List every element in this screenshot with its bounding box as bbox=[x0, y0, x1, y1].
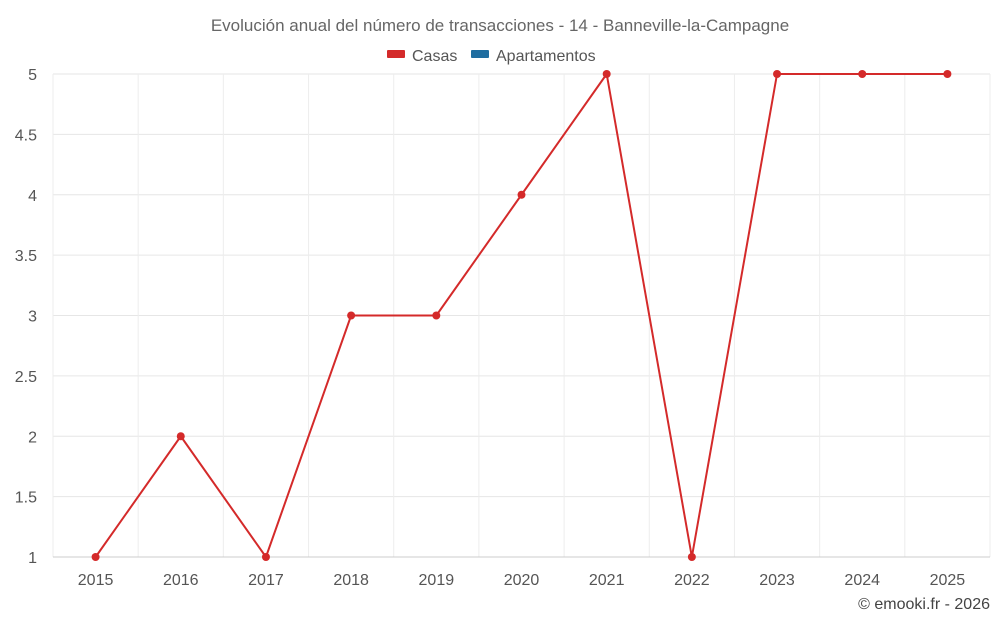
series-layer bbox=[91, 70, 952, 561]
chart-title: Evolución anual del número de transaccio… bbox=[211, 16, 789, 35]
data-point[interactable] bbox=[432, 311, 441, 320]
legend-swatch-casas[interactable] bbox=[387, 50, 405, 58]
grid bbox=[52, 73, 991, 558]
y-tick-label: 1 bbox=[28, 550, 37, 567]
data-point[interactable] bbox=[176, 432, 185, 441]
x-tick-label: 2021 bbox=[589, 572, 625, 589]
y-tick-label: 1.5 bbox=[15, 490, 37, 507]
legend[interactable]: Casas Apartamentos bbox=[387, 48, 596, 65]
data-point[interactable] bbox=[858, 70, 867, 78]
data-point[interactable] bbox=[261, 553, 270, 561]
data-point[interactable] bbox=[602, 70, 611, 78]
x-tick-label: 2023 bbox=[759, 572, 795, 589]
x-tick-label: 2025 bbox=[930, 572, 966, 589]
y-tick-label: 3.5 bbox=[15, 248, 37, 265]
y-tick-label: 4 bbox=[28, 188, 37, 205]
y-tick-label: 2 bbox=[28, 429, 37, 446]
y-tick-label: 4.5 bbox=[15, 127, 37, 144]
legend-swatch-apartamentos[interactable] bbox=[471, 50, 489, 58]
data-point[interactable] bbox=[91, 553, 100, 561]
x-tick-label: 2022 bbox=[674, 572, 710, 589]
x-tick-label: 2024 bbox=[844, 572, 880, 589]
x-tick-label: 2015 bbox=[78, 572, 114, 589]
data-point[interactable] bbox=[687, 553, 696, 561]
x-tick-label: 2017 bbox=[248, 572, 284, 589]
y-tick-label: 5 bbox=[28, 67, 37, 84]
x-tick-label: 2016 bbox=[163, 572, 199, 589]
data-point[interactable] bbox=[773, 70, 782, 78]
credit-text: © emooki.fr - 2026 bbox=[858, 596, 990, 613]
y-tick-label: 2.5 bbox=[15, 369, 37, 386]
x-tick-label: 2020 bbox=[504, 572, 540, 589]
legend-label-casas[interactable]: Casas bbox=[412, 48, 457, 65]
x-tick-label: 2018 bbox=[333, 572, 369, 589]
axes: 1 1.5 2 2.5 3 3.5 4 4.5 5 2015 2016 2017 2018 2019 202… bbox=[15, 67, 990, 589]
x-tick-label: 2019 bbox=[419, 572, 455, 589]
legend-label-apartamentos[interactable]: Apartamentos bbox=[496, 48, 596, 65]
data-point[interactable] bbox=[517, 190, 526, 199]
data-point[interactable] bbox=[943, 70, 952, 78]
y-tick-label: 3 bbox=[28, 309, 37, 326]
data-point[interactable] bbox=[347, 311, 356, 320]
